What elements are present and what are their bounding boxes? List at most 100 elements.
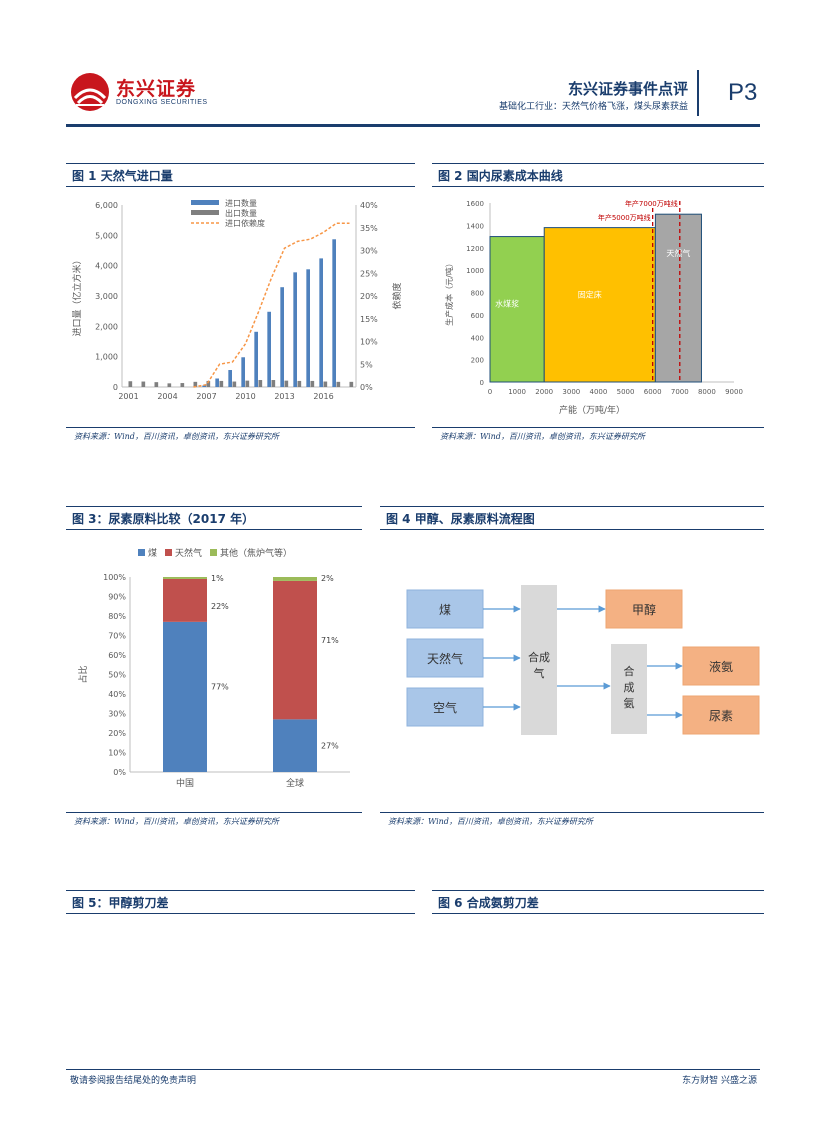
figure-2-chart: 0 200 400 600 800 1000 1200 1400 1600 0 1000 2000 30… (432, 193, 764, 425)
y-tick-label-right: 15% (360, 315, 378, 324)
y-axis-title-left: 进口量（亿立方米） (71, 255, 83, 336)
y-tick-label-left: 2,000 (95, 322, 118, 331)
stacked-bar-segment (273, 719, 317, 772)
bar-import (280, 287, 284, 387)
bar-export (337, 382, 341, 387)
y-tick-label: 50% (108, 671, 126, 680)
legend-label: 出口数量 (225, 208, 257, 218)
figure-4-title: 图 4 甲醇、尿素原料流程图 (386, 510, 535, 527)
figure-5-title: 图 5：甲醇剪刀差 (72, 894, 169, 911)
x-tick-label: 7000 (671, 388, 689, 396)
figure-2-source-line: 资料来源：Wind，百川资讯，卓创资讯，东兴证券研究所 (432, 427, 764, 443)
logo-text: 东兴证券 (116, 74, 196, 101)
legend-label: 天然气 (175, 547, 202, 559)
flow-label-liquid-ammonia: 液氨 (709, 659, 733, 674)
x-tick-label: 2007 (196, 392, 216, 401)
y-axis-title: 占比 (77, 665, 89, 683)
legend-swatch (191, 210, 219, 215)
y-tick-label: 1000 (466, 267, 484, 275)
figure-3-title-bar: 图 3：尿素原料比较（2017 年） (66, 506, 362, 530)
x-tick-label: 9000 (725, 388, 743, 396)
x-tick-label: 2004 (157, 392, 177, 401)
y-tick-label: 90% (108, 593, 126, 602)
bar-import (306, 269, 310, 387)
figure-2-source: 资料来源：Wind，百川资讯，卓创资讯，东兴证券研究所 (440, 431, 645, 442)
bar-export (181, 383, 185, 387)
data-label: 22% (211, 602, 229, 611)
y-tick-label: 200 (471, 357, 484, 365)
figure-2-title-bar: 图 2 国内尿素成本曲线 (432, 163, 764, 187)
figure-3-chart: 0% 10% 20% 30% 40% 50% 60% 70% 80% 90% 100% 77% 22% 1… (66, 537, 362, 807)
y-tick-label: 70% (108, 632, 126, 641)
y-tick-label: 800 (471, 290, 484, 298)
bar-import (319, 258, 323, 387)
footer-slogan: 东方财智 兴盛之源 (682, 1073, 757, 1086)
data-label: 1% (211, 574, 224, 583)
data-label: 27% (321, 741, 339, 750)
y-tick-label: 1600 (466, 200, 484, 208)
y-tick-label: 400 (471, 334, 484, 342)
x-axis-title: 产能（万吨/年） (559, 404, 625, 416)
y-tick-label: 60% (108, 651, 126, 660)
bar-export (142, 382, 146, 387)
legend-label: 煤 (148, 547, 157, 559)
y-tick-label: 30% (108, 710, 126, 719)
stacked-bar-segment (273, 577, 317, 581)
figure-1-title-bar: 图 1 天然气进口量 (66, 163, 415, 187)
y-tick-label: 0 (480, 379, 484, 387)
bar-export (233, 382, 237, 387)
bar-export (324, 382, 328, 387)
data-label: 2% (321, 574, 334, 583)
figure-4-flowchart: 煤 天然气 空气 合成 气 甲醇 合 成 氨 液氨 尿素 (380, 537, 764, 807)
company-logo: 东兴证券 DONGXING SECURITIES (70, 72, 240, 114)
x-tick-label: 2016 (313, 392, 333, 401)
bar-import (332, 239, 336, 387)
y-tick-label-right: 20% (360, 292, 378, 301)
bar-export (298, 381, 302, 387)
annotation-label: 年产5000万吨线 (598, 213, 651, 222)
figure-4-source-line: 资料来源：Wind，百川资讯，卓创资讯，东兴证券研究所 (380, 812, 764, 828)
flow-label-methanol: 甲醇 (632, 602, 656, 617)
bar-import (267, 312, 271, 387)
y-tick-label-right: 5% (360, 360, 373, 369)
bar-export (311, 381, 315, 387)
flow-label-natural-gas: 天然气 (427, 651, 463, 666)
bar-import (293, 272, 297, 387)
legend-label: 进口数量 (225, 198, 257, 208)
x-tick-label: 8000 (698, 388, 716, 396)
bar-export (350, 382, 354, 387)
stacked-bar-segment (163, 622, 207, 772)
segment-label: 固定床 (578, 290, 602, 300)
cost-segment (655, 214, 701, 382)
y-tick-label-left: 6,000 (95, 201, 118, 210)
cost-segment (490, 237, 544, 382)
legend-swatch (138, 549, 145, 556)
figure-5-title-bar: 图 5：甲醇剪刀差 (66, 890, 415, 914)
x-tick-label: 3000 (562, 388, 580, 396)
y-tick-label-left: 5,000 (95, 231, 118, 240)
y-tick-label: 20% (108, 729, 126, 738)
figure-1-source: 资料来源：Wind，百川资讯，卓创资讯，东兴证券研究所 (74, 431, 279, 442)
y-tick-label: 100% (103, 573, 126, 582)
legend-swatch (191, 200, 219, 205)
report-subtitle: 基础化工行业：天然气价格飞涨，煤头尿素获益 (499, 99, 688, 112)
flow-label-air: 空气 (433, 700, 457, 715)
figure-3-source-line: 资料来源：Wind，百川资讯，卓创资讯，东兴证券研究所 (66, 812, 362, 828)
y-tick-label-left: 0 (113, 383, 118, 392)
bar-export (259, 380, 263, 387)
y-axis-title: 生产成本（元/吨） (444, 259, 454, 326)
figure-1-source-line: 资料来源：Wind，百川资讯，卓创资讯，东兴证券研究所 (66, 427, 415, 443)
figure-4-source: 资料来源：Wind，百川资讯，卓创资讯，东兴证券研究所 (388, 816, 593, 827)
y-tick-label: 1400 (466, 222, 484, 230)
bar-import (228, 370, 232, 387)
bar-export (129, 381, 133, 387)
bar-import (241, 357, 245, 387)
figure-3-title: 图 3：尿素原料比较（2017 年） (72, 510, 254, 527)
x-tick-label: 0 (488, 388, 492, 396)
legend-label: 进口依赖度 (225, 218, 265, 228)
y-tick-label-left: 1,000 (95, 353, 118, 362)
figure-1-title: 图 1 天然气进口量 (72, 167, 173, 184)
figure-2-title: 图 2 国内尿素成本曲线 (438, 167, 563, 184)
data-label: 77% (211, 682, 229, 691)
x-tick-label: 1000 (508, 388, 526, 396)
